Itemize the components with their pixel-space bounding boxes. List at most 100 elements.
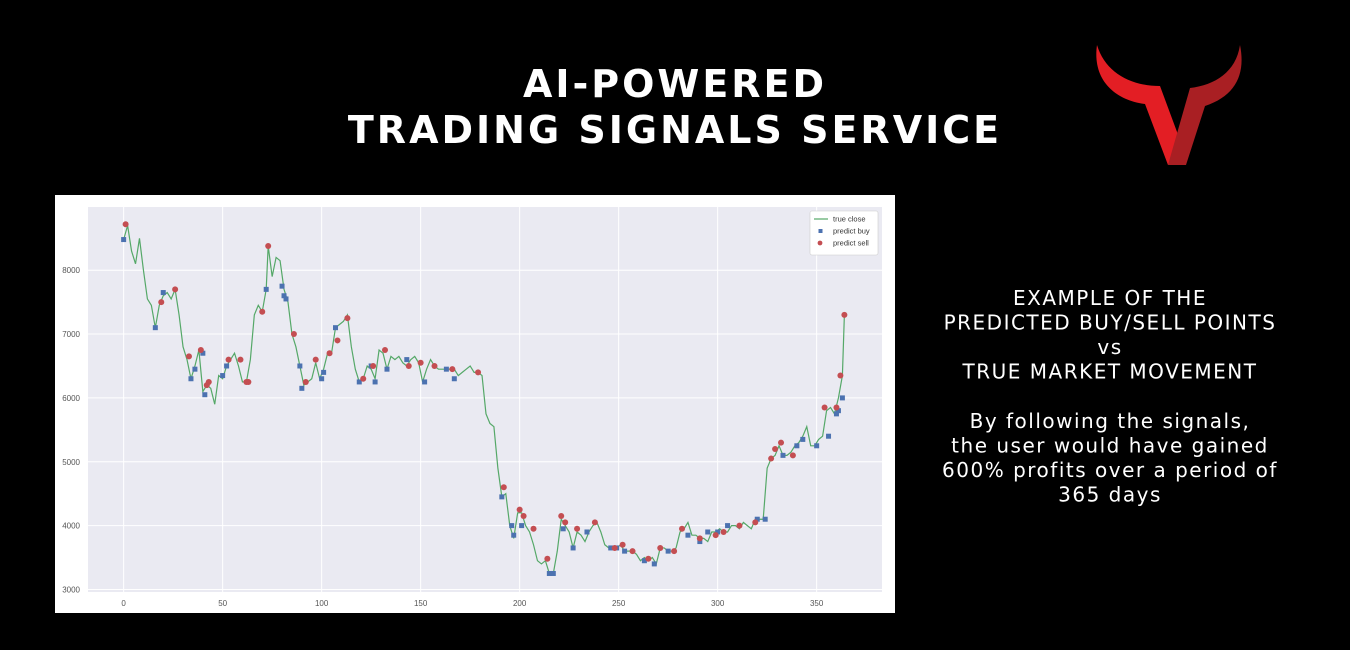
x-tick-label: 250 [612, 599, 626, 608]
buy-point [546, 570, 552, 576]
sell-point [772, 445, 779, 452]
sell-point [237, 356, 244, 363]
buy-point [202, 392, 208, 398]
sell-point [841, 311, 848, 318]
buy-point [443, 366, 449, 372]
logo [1096, 45, 1242, 165]
side-body: 600% profits over a period of [942, 458, 1278, 482]
buy-point [356, 379, 362, 385]
legend-label: true close [833, 215, 866, 224]
buy-point [188, 376, 194, 382]
sell-point [225, 356, 232, 363]
buy-point [622, 548, 628, 554]
sell-point [312, 356, 319, 363]
buy-point [839, 395, 845, 401]
x-tick-label: 100 [315, 599, 329, 608]
buy-point [550, 570, 556, 576]
buy-point [826, 433, 832, 439]
legend-label: predict buy [833, 227, 870, 236]
sell-point [558, 513, 565, 520]
sell-point [205, 378, 212, 385]
buy-point [200, 350, 206, 356]
buy-point [321, 369, 327, 375]
sell-point [657, 544, 664, 551]
buy-point [697, 539, 703, 545]
buy-point [780, 452, 786, 458]
x-tick-label: 0 [121, 599, 126, 608]
sell-point [520, 513, 527, 520]
sell-point [344, 315, 351, 322]
buy-point [651, 561, 657, 567]
buy-point [220, 373, 226, 379]
sell-point [530, 525, 537, 532]
sell-point [475, 369, 482, 376]
buy-point [705, 529, 711, 535]
sell-point [629, 548, 636, 555]
y-tick-label: 5000 [62, 458, 80, 467]
buy-point [299, 385, 305, 391]
sell-point [259, 308, 266, 315]
sell-point [778, 439, 785, 446]
buy-point [283, 296, 289, 302]
buy-point [121, 237, 127, 243]
buy-point [451, 376, 457, 382]
sell-point [265, 242, 272, 249]
sell-point [671, 548, 678, 555]
buy-point [814, 443, 820, 449]
sell-point [752, 519, 759, 526]
buy-point [422, 379, 428, 385]
sell-point [712, 532, 719, 539]
sell-point [158, 299, 165, 306]
buy-point [511, 532, 517, 538]
marks [121, 221, 848, 576]
side-heading: PREDICTED BUY/SELL POINTS [944, 311, 1277, 335]
sell-point [500, 484, 507, 491]
sell-point [326, 350, 333, 357]
sell-point [736, 522, 743, 529]
buy-point [665, 548, 671, 554]
side-heading: vs [1097, 335, 1122, 359]
buy-point [584, 529, 590, 535]
sell-point [302, 378, 309, 385]
legend-label: predict sell [833, 239, 869, 248]
logo-right-horn [1168, 45, 1242, 165]
sell-point [696, 535, 703, 542]
sell-point [591, 519, 598, 526]
buy-point [641, 558, 647, 564]
x-tick-label: 300 [711, 599, 725, 608]
buy-point [685, 532, 691, 538]
y-tick-label: 7000 [62, 330, 80, 339]
sell-point [197, 347, 204, 354]
logo-left-horn [1096, 45, 1180, 165]
buy-point [715, 529, 721, 535]
buy-point [833, 411, 839, 417]
legend: true close predict buy predict sell [809, 210, 879, 256]
y-tick-label: 8000 [62, 266, 80, 275]
sell-point [382, 347, 389, 354]
x-tick-label: 350 [810, 599, 824, 608]
buy-point [560, 526, 566, 532]
x-tick-label: 50 [218, 599, 227, 608]
buy-point [762, 516, 768, 522]
sell-point [611, 544, 618, 551]
sell-point [645, 555, 652, 562]
legend-swatch [818, 229, 823, 233]
title-line: AI-POWERED [523, 62, 827, 106]
sell-point [679, 525, 686, 532]
buy-point [835, 408, 841, 414]
buy-point [297, 363, 303, 369]
sell-point [431, 362, 438, 369]
buy-point [608, 545, 614, 551]
buy-point [519, 523, 525, 529]
sell-point [360, 375, 367, 382]
sell-point [290, 331, 297, 338]
sell-point [574, 525, 581, 532]
buy-point [152, 325, 158, 331]
sell-point [449, 366, 456, 373]
sell-point [516, 506, 523, 513]
buy-point [263, 286, 269, 292]
sell-point [720, 528, 727, 535]
side-body: the user would have gained [951, 434, 1269, 458]
side-heading: EXAMPLE OF THE [1013, 286, 1207, 310]
